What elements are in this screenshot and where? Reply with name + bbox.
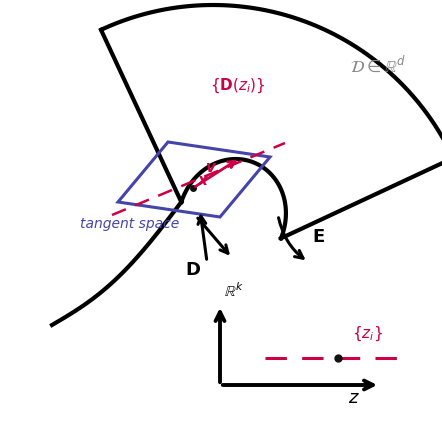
Text: $\{z_i\}$: $\{z_i\}$	[352, 325, 383, 343]
Text: $\mathbf{D}$: $\mathbf{D}$	[185, 261, 201, 279]
Text: $z$: $z$	[348, 389, 360, 407]
Text: $\boldsymbol{v}$: $\boldsymbol{v}$	[205, 160, 217, 175]
Text: $\mathbf{E}$: $\mathbf{E}$	[312, 228, 325, 246]
Text: $\boldsymbol{x}$: $\boldsymbol{x}$	[197, 173, 210, 188]
Text: $\mathcal{D} \in \mathbb{R}^d$: $\mathcal{D} \in \mathbb{R}^d$	[350, 56, 406, 76]
Text: tangent space: tangent space	[80, 217, 179, 231]
Text: $\mathbb{R}^k$: $\mathbb{R}^k$	[224, 281, 244, 300]
Polygon shape	[101, 5, 442, 238]
Text: $\{\mathbf{D}(z_i)\}$: $\{\mathbf{D}(z_i)\}$	[210, 77, 266, 95]
